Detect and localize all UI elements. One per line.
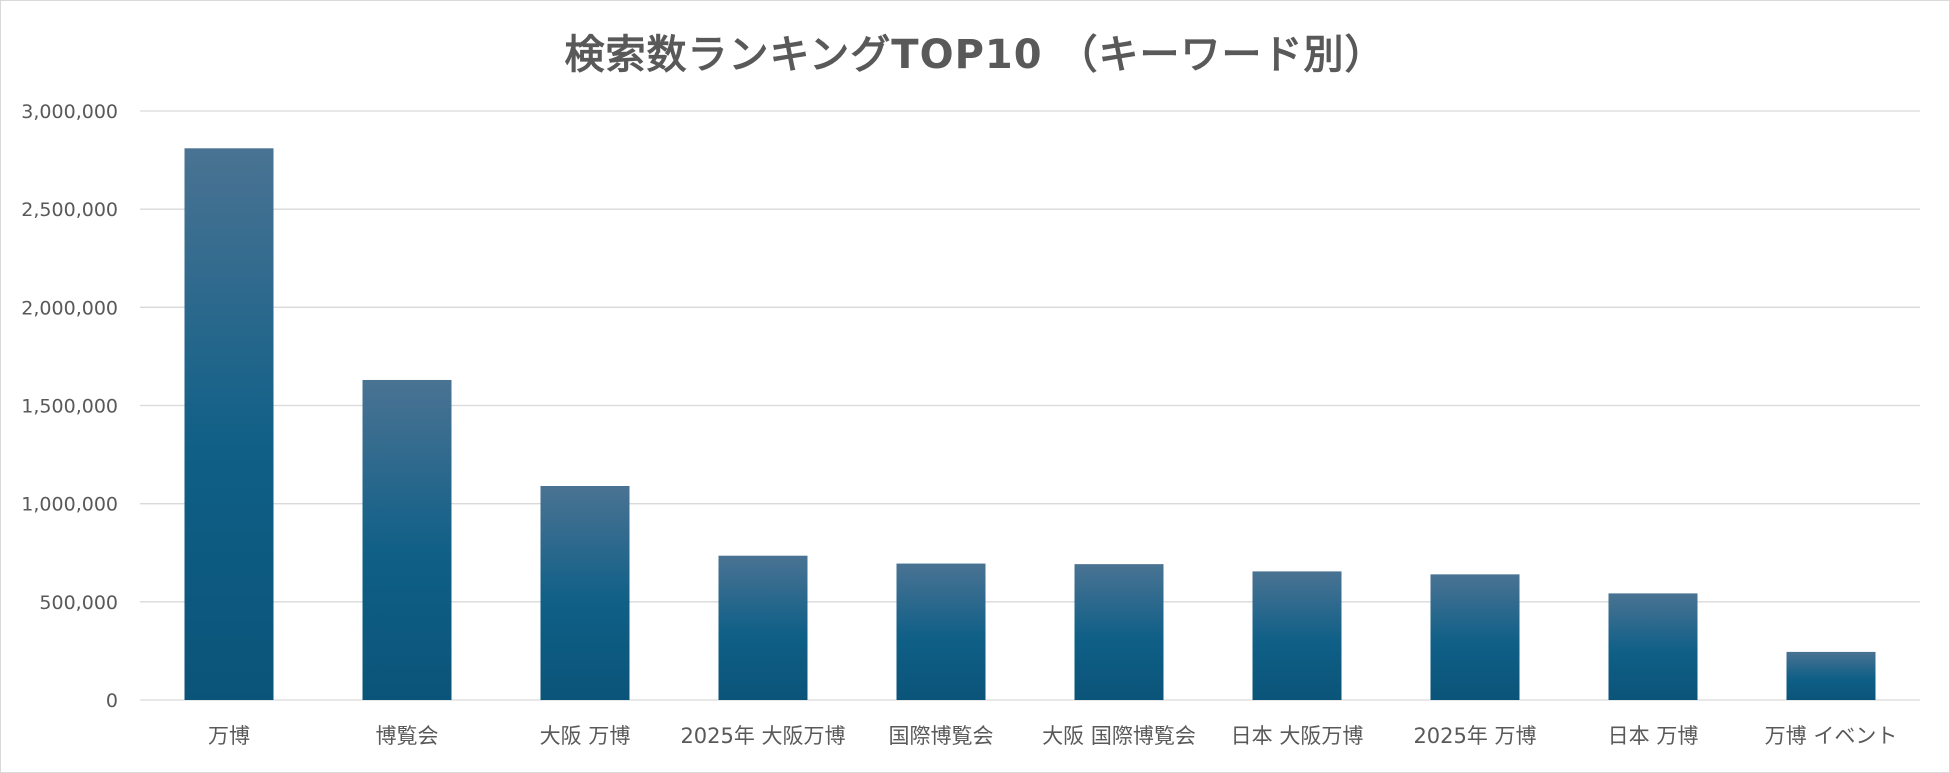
y-tick-label: 1,500,000 xyxy=(21,396,118,418)
bar xyxy=(184,148,274,700)
x-category-label: 博覧会 xyxy=(376,724,439,748)
y-tick-label: 0 xyxy=(106,690,118,712)
x-category-label: 万博 イベント xyxy=(1765,724,1898,748)
y-tick-label: 3,000,000 xyxy=(21,101,118,123)
y-axis-ticks: 0 500,000 1,000,000 1,500,000 2,000,000 2,500… xyxy=(21,101,118,712)
bar xyxy=(896,563,986,700)
bar xyxy=(1252,571,1342,700)
x-category-label: 大阪 万博 xyxy=(540,724,631,748)
x-category-label: 日本 大阪万博 xyxy=(1231,724,1364,748)
bar xyxy=(362,379,452,700)
y-tick-label: 500,000 xyxy=(39,592,118,614)
bars xyxy=(184,148,1876,700)
x-category-label: 国際博覧会 xyxy=(889,724,994,748)
y-tick-label: 2,500,000 xyxy=(21,199,118,221)
x-category-label: 2025年 大阪万博 xyxy=(680,724,845,748)
bar xyxy=(540,485,630,700)
bar xyxy=(1608,593,1698,700)
bar xyxy=(1430,574,1520,700)
x-category-label: 万博 xyxy=(208,724,250,748)
bar xyxy=(1786,651,1876,700)
y-tick-label: 2,000,000 xyxy=(21,297,118,319)
y-tick-label: 1,000,000 xyxy=(21,494,118,516)
chart-title: 検索数ランキングTOP10 （キーワード別） xyxy=(564,32,1386,78)
x-category-label: 2025年 万博 xyxy=(1413,724,1536,748)
x-category-label: 日本 万博 xyxy=(1608,724,1699,748)
bar xyxy=(1074,564,1164,700)
x-axis-labels: 万博 博覧会 大阪 万博 2025年 大阪万博 国際博覧会 大阪 国際博覧会 日本 大阪万博… xyxy=(208,724,1897,748)
bar xyxy=(718,555,808,700)
x-category-label: 大阪 国際博覧会 xyxy=(1042,724,1196,748)
